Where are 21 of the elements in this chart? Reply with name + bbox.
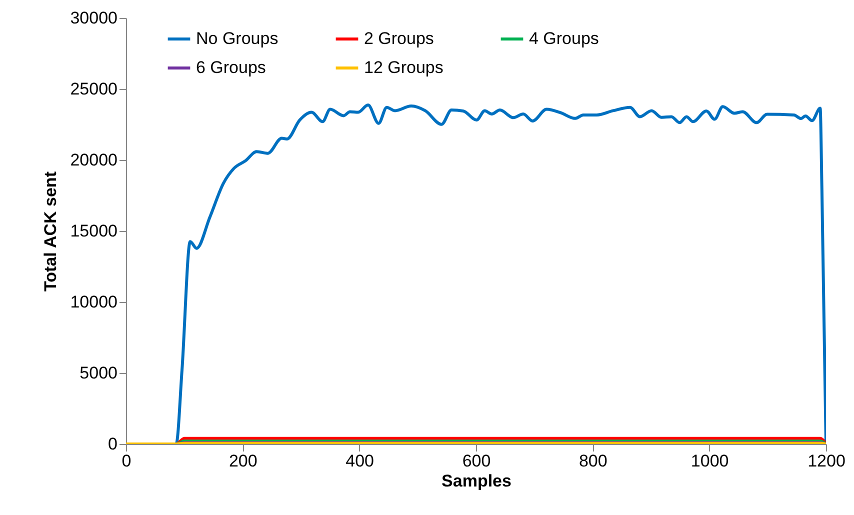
- x-tick-label: 600: [462, 452, 491, 470]
- y-tick-label: 25000: [70, 80, 118, 98]
- y-tick-label: 0: [108, 434, 118, 454]
- legend-label: 12 Groups: [364, 58, 444, 77]
- legend-label: 6 Groups: [196, 58, 266, 77]
- x-tick-label: 800: [578, 452, 608, 470]
- y-tick-label: 5000: [80, 364, 118, 382]
- x-tick-label: 1000: [690, 452, 729, 470]
- y-axis-title: Total ACK sent: [41, 171, 60, 292]
- x-axis-title: Samples: [442, 472, 512, 490]
- legend-label: 4 Groups: [529, 29, 599, 48]
- x-tick-label: 1200: [808, 452, 846, 470]
- legend-label: 2 Groups: [364, 29, 434, 48]
- x-tick-label: 200: [228, 452, 258, 470]
- y-tick-label: 20000: [70, 150, 118, 170]
- legend-label: No Groups: [196, 29, 278, 48]
- y-tick-label: 30000: [70, 8, 118, 28]
- y-tick-label: 15000: [70, 222, 118, 240]
- x-tick-label: 0: [122, 452, 132, 470]
- x-tick-label: 400: [346, 452, 374, 470]
- y-tick-label: 10000: [70, 292, 118, 312]
